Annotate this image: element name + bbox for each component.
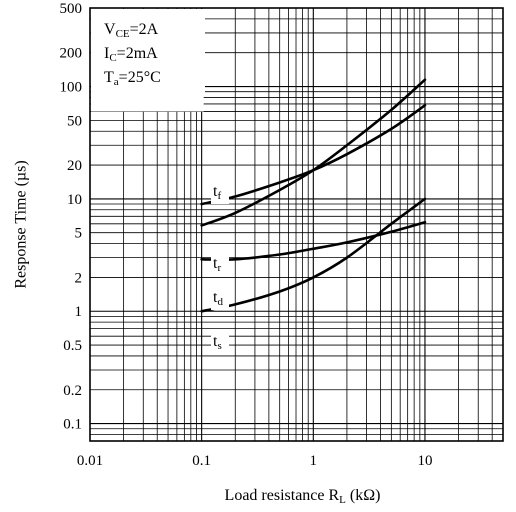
- series-label-tf: tf: [213, 183, 221, 202]
- y-tick-label: 50: [67, 113, 82, 129]
- y-tick-label: 5: [75, 226, 83, 242]
- series-label-tr: tr: [213, 255, 221, 274]
- x-tick-label: 1: [310, 453, 318, 469]
- series-line-td: [200, 220, 427, 261]
- y-tick-label: 0.2: [63, 383, 82, 399]
- x-tick-label: 10: [417, 453, 432, 469]
- y-tick-label: 20: [67, 158, 82, 174]
- plot-frame: [89, 7, 504, 442]
- y-tick-label: 100: [60, 80, 83, 96]
- series-line-tr: [200, 78, 427, 227]
- x-tick-labels: 0.01 0.1 1 10: [77, 453, 433, 469]
- y-tick-label: 2: [75, 270, 83, 286]
- y-tick-label: 0.1: [63, 417, 82, 433]
- series-label-background: [211, 332, 229, 354]
- condition-2: Ta=25°C: [104, 69, 161, 88]
- series-labels: tf tr td ts: [211, 182, 229, 354]
- series-label-background: [211, 288, 229, 310]
- y-tick-label: 1: [75, 304, 83, 320]
- x-tick-label: 0.01: [77, 453, 103, 469]
- y-tick-label: 10: [67, 192, 82, 208]
- y-tick-label: 200: [60, 46, 83, 62]
- conditions-text: VCE=2A IC=2mA Ta=25°C: [104, 21, 161, 88]
- series-line-ts: [200, 197, 427, 313]
- series-label-background: [211, 254, 229, 276]
- y-tick-label: 500: [60, 1, 83, 17]
- x-axis-label: Load resistance RL (kΩ): [225, 487, 381, 506]
- y-tick-labels: 0.1 0.2 0.5 1 2 5 10 20 50 100 200 500: [60, 1, 83, 433]
- y-axis-label: Response Time (µs): [13, 160, 30, 288]
- conditions-box: [91, 9, 205, 97]
- series-label-ts: ts: [213, 333, 222, 352]
- y-tick-label: 0.5: [63, 338, 82, 354]
- series-label-background: [211, 182, 229, 204]
- series-label-td: td: [213, 289, 223, 308]
- condition-1: IC=2mA: [104, 45, 158, 64]
- series-group: [200, 78, 427, 313]
- x-tick-label: 0.1: [192, 453, 211, 469]
- condition-0: VCE=2A: [104, 21, 159, 40]
